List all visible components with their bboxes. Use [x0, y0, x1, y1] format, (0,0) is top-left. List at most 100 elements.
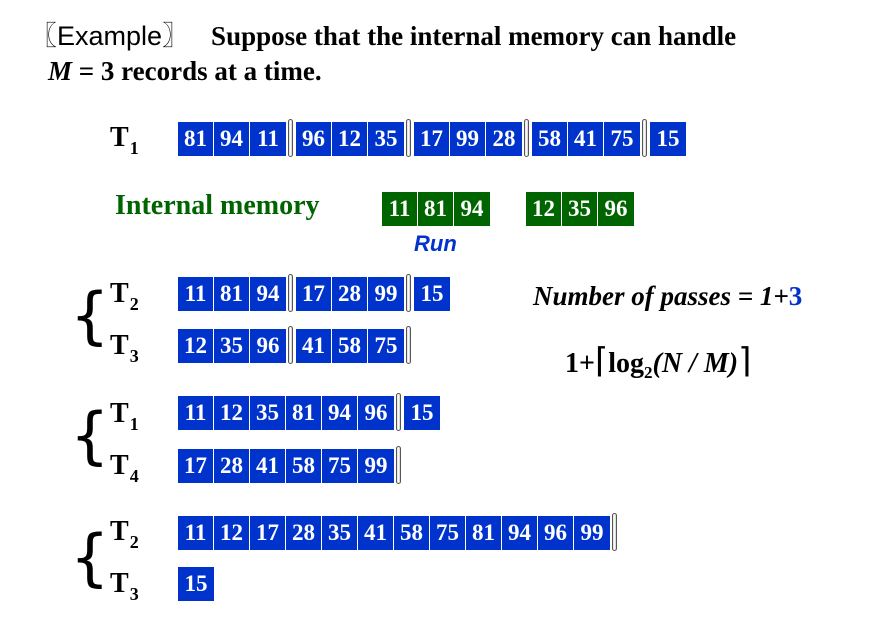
passes-extra: 3	[788, 281, 803, 311]
run-separator	[286, 326, 296, 364]
run-separator	[404, 119, 414, 157]
record-cell: 96	[538, 516, 574, 550]
tape-label-t1-initial: T1	[110, 122, 139, 158]
record-cell: 35	[214, 329, 250, 363]
record-cell: 11	[178, 277, 214, 311]
memory-cell: 96	[598, 192, 634, 226]
record-cell: 12	[178, 329, 214, 363]
memory-buffer-1: 11 81 94	[382, 192, 490, 226]
record-cell: 94	[250, 277, 286, 311]
memory-cell: 12	[526, 192, 562, 226]
run-separator	[286, 119, 296, 157]
memory-cell: 81	[418, 192, 454, 226]
record-cell: 17	[178, 449, 214, 483]
record-cell: 11	[178, 396, 214, 430]
run-separator	[404, 274, 414, 312]
record-cell: 94	[214, 122, 250, 156]
record-cell: 35	[368, 122, 404, 156]
run-separator	[394, 446, 404, 484]
record-cell: 75	[430, 516, 466, 550]
tape-t2-pass1: 11 81 94 17 28 99 15	[178, 274, 450, 312]
record-cell: 58	[532, 122, 568, 156]
record-cell: 35	[322, 516, 358, 550]
record-cell: 81	[466, 516, 502, 550]
record-cell: 28	[486, 122, 522, 156]
record-cell: 75	[604, 122, 640, 156]
brace-pass1: {	[70, 279, 110, 352]
record-cell: 15	[178, 567, 214, 601]
title-line2-text: = 3 records at a time.	[72, 56, 322, 86]
run-separator	[610, 513, 620, 551]
record-cell: 96	[296, 122, 332, 156]
m-variable: M	[48, 56, 73, 86]
tape-label-t3-pass1: T3	[110, 330, 139, 366]
memory-cell: 35	[562, 192, 598, 226]
record-cell: 58	[286, 449, 322, 483]
record-cell: 99	[368, 277, 404, 311]
title-line2: M = 3 records at a time.	[48, 56, 322, 87]
memory-buffer-2: 12 35 96	[526, 192, 634, 226]
record-cell: 17	[414, 122, 450, 156]
run-separator	[394, 393, 404, 431]
record-cell: 15	[650, 122, 686, 156]
tape-t3-pass3: 15	[178, 567, 214, 601]
record-cell: 28	[332, 277, 368, 311]
record-cell: 17	[250, 516, 286, 550]
internal-memory-label: Internal memory	[115, 190, 320, 221]
record-cell: 41	[250, 449, 286, 483]
memory-cell: 94	[454, 192, 490, 226]
record-cell: 28	[286, 516, 322, 550]
ceil-right: ⌉	[738, 343, 752, 380]
ceil-left: ⌈	[594, 343, 609, 380]
record-cell: 81	[178, 122, 214, 156]
example-tag: 〖Example〗	[30, 21, 190, 51]
record-cell: 35	[250, 396, 286, 430]
record-cell: 81	[286, 396, 322, 430]
record-cell: 41	[358, 516, 394, 550]
record-cell: 96	[358, 396, 394, 430]
tape-t1-pass2: 11 12 35 81 94 96 15	[178, 393, 440, 431]
example-title: 〖Example〗 Suppose that the internal memor…	[30, 14, 736, 53]
record-cell: 99	[358, 449, 394, 483]
tape-label-t3-pass3: T3	[110, 568, 139, 604]
brace-pass3: {	[70, 521, 110, 594]
record-cell: 75	[322, 449, 358, 483]
run-separator	[522, 119, 532, 157]
title-line1: Suppose that the internal memory can han…	[211, 21, 737, 51]
record-cell: 17	[296, 277, 332, 311]
tape-label-t4-pass2: T4	[110, 450, 139, 486]
tape-t4-pass2: 17 28 41 58 75 99	[178, 446, 404, 484]
record-cell: 94	[502, 516, 538, 550]
record-cell: 96	[250, 329, 286, 363]
run-separator	[286, 274, 296, 312]
run-label: Run	[414, 231, 457, 256]
tape-t1-initial: 81 94 11 96 12 35 17 99 28 58 41 75 15	[178, 119, 686, 157]
record-cell: 75	[368, 329, 404, 363]
run-separator	[640, 119, 650, 157]
record-cell: 41	[568, 122, 604, 156]
record-cell: 12	[332, 122, 368, 156]
record-cell: 15	[404, 396, 440, 430]
record-cell: 81	[214, 277, 250, 311]
brace-pass2: {	[70, 399, 110, 472]
tape-label-t2-pass3: T2	[110, 516, 139, 552]
record-cell: 12	[214, 516, 250, 550]
tape-t3-pass1: 12 35 96 41 58 75	[178, 326, 414, 364]
record-cell: 94	[322, 396, 358, 430]
record-cell: 99	[574, 516, 610, 550]
record-cell: 58	[394, 516, 430, 550]
passes-formula: 1+⌈log2(N / M)⌉	[565, 343, 752, 382]
record-cell: 58	[332, 329, 368, 363]
run-separator	[404, 326, 414, 364]
record-cell: 15	[414, 277, 450, 311]
record-cell: 12	[214, 396, 250, 430]
record-cell: 28	[214, 449, 250, 483]
record-cell: 11	[178, 516, 214, 550]
record-cell: 11	[250, 122, 286, 156]
memory-cell: 11	[382, 192, 418, 226]
tape-t2-pass3: 11 12 17 28 35 41 58 75 81 94 96 99	[178, 513, 620, 551]
tape-label-t1-pass2: T1	[110, 398, 139, 434]
number-of-passes: Number of passes = 1+3	[533, 281, 803, 311]
tape-label-t2-pass1: T2	[110, 278, 139, 314]
record-cell: 41	[296, 329, 332, 363]
